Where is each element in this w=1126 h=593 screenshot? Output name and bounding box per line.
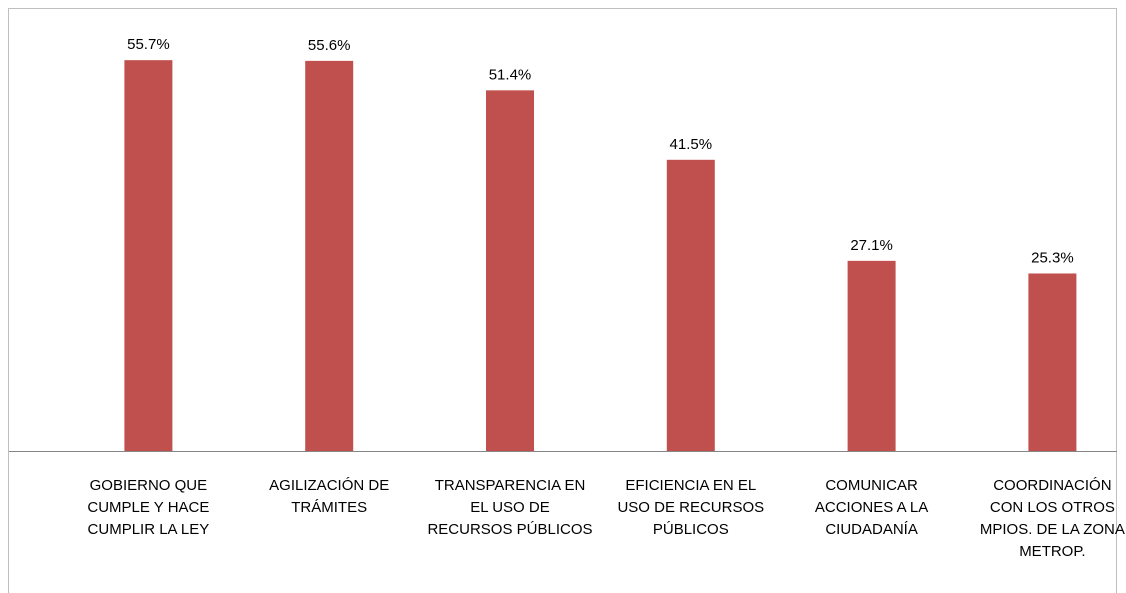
bar: [486, 90, 534, 452]
x-tick-label: AGILIZACIÓN DE TRÁMITES: [269, 477, 390, 516]
bar: [847, 260, 896, 451]
value-label: 25.3%: [1031, 249, 1074, 266]
x-tick-label: GOBIERNO QUE CUMPLE Y HACE CUMPLIR LA LE…: [87, 477, 210, 538]
value-label: 27.1%: [850, 237, 893, 254]
value-label: 51.4%: [489, 66, 532, 83]
bar: [666, 159, 715, 451]
value-label: 41.5%: [670, 136, 713, 153]
bar: [1028, 273, 1077, 451]
bar: [124, 60, 173, 452]
value-label: 55.7%: [127, 36, 170, 53]
x-tick-label: TRANSPARENCIA EN EL USO DE RECURSOS PÚBL…: [427, 477, 593, 538]
chart-border: [8, 8, 1117, 593]
x-tick-label: COMUNICAR ACCIONES A LA CIUDADANÍA: [814, 477, 929, 538]
bar: [305, 60, 354, 452]
x-tick-label: COORDINACIÓN CON LOS OTROS MPIOS. DE LA …: [979, 477, 1125, 560]
value-label: 55.6%: [308, 37, 351, 54]
x-tick-label: EFICIENCIA EN EL USO DE RECURSOS PÚBLICO…: [617, 477, 765, 538]
